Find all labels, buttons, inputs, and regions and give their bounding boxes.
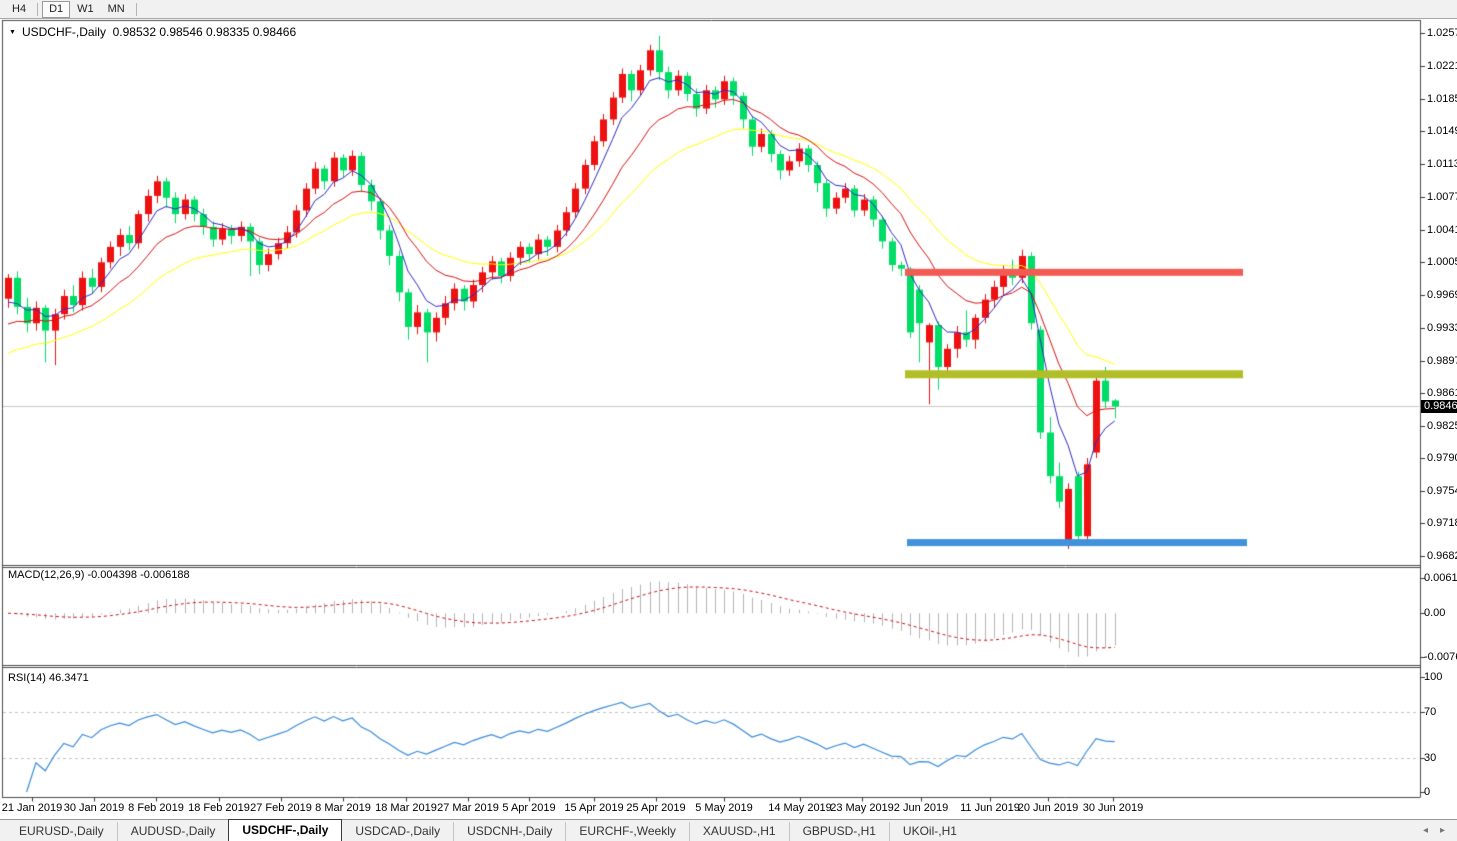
- date-label: 30 Jun 2019: [1082, 802, 1144, 814]
- rsi-tick-label: 30: [1424, 751, 1437, 764]
- tab-scroll-left-icon[interactable]: ◂: [1422, 825, 1428, 836]
- rsi-tick-label: 0: [1424, 786, 1431, 798]
- date-label: 25 Apr 2019: [626, 802, 686, 814]
- price-tick-label: 1.02570: [1427, 27, 1457, 39]
- date-label: 21 Jan 2019: [1, 802, 63, 814]
- chart-tab-xauusd[interactable]: XAUUSD-,H1: [688, 822, 789, 841]
- macd-tick-label: 0.00613: [1424, 572, 1457, 584]
- chart-tab-ukoil[interactable]: UKOil-,H1: [888, 822, 970, 841]
- timeframe-toolbar: H4 D1 W1 MN: [0, 0, 1457, 19]
- chart-tab-usdcad[interactable]: USDCAD-,Daily: [355, 824, 441, 838]
- timeframe-button-d1[interactable]: D1: [42, 0, 71, 18]
- date-label: 18 Mar 2019: [375, 802, 437, 814]
- price-tick-label: 1.01850: [1427, 92, 1457, 105]
- price-tick-label: 1.00770: [1427, 190, 1457, 203]
- date-label: 23 May 2019: [830, 802, 894, 814]
- ohlc-values: 0.98532 0.98546 0.98335 0.98466: [112, 25, 297, 39]
- date-label: 30 Jan 2019: [63, 802, 125, 814]
- date-label: 5 May 2019: [695, 802, 753, 814]
- chart-tab-eurchf[interactable]: EURCHF-,Weekly: [565, 822, 688, 841]
- chart-tabs: EURUSD-,Daily AUDUSD-,Daily USDCHF-,Daily U…: [6, 819, 970, 841]
- rsi-tick-label: 100: [1424, 671, 1443, 683]
- date-label: 14 May 2019: [768, 802, 832, 814]
- symbol-dropdown-icon[interactable]: ▼: [9, 29, 16, 36]
- tab-nav: ◂ ▸: [1423, 820, 1445, 841]
- chart-title: ▼ USDCHF-,Daily 0.98532 0.98546 0.98335 0…: [9, 25, 296, 39]
- date-label: 2 Jun 2019: [893, 802, 949, 814]
- date-label: 27 Mar 2019: [437, 802, 499, 814]
- price-tick-label: 1.02210: [1427, 59, 1457, 72]
- date-label: 18 Feb 2019: [188, 802, 250, 814]
- price-tick-label: 1.01490: [1427, 125, 1457, 138]
- date-label: 5 Apr 2019: [502, 802, 556, 814]
- tab-scroll-right-icon[interactable]: ▸: [1439, 825, 1445, 836]
- price-tick-label: 0.99330: [1427, 321, 1457, 334]
- timeframe-button-h4[interactable]: H4: [12, 2, 27, 15]
- price-tick-label: 0.97900: [1427, 451, 1457, 464]
- date-label: 27 Feb 2019: [250, 802, 312, 814]
- price-tick-label: 0.98610: [1427, 387, 1457, 400]
- chart-tab-gbpusd[interactable]: GBPUSD-,H1: [788, 822, 889, 841]
- price-tick-label: 0.96820: [1427, 550, 1457, 563]
- date-label: 8 Feb 2019: [128, 802, 184, 814]
- rsi-tick-label: 70: [1424, 705, 1437, 718]
- macd-tick-label: -0.00761: [1424, 651, 1457, 663]
- price-tick-label: 1.00410: [1427, 223, 1457, 236]
- macd-tick-label: 0.00: [1424, 607, 1446, 620]
- date-label: 15 Apr 2019: [564, 802, 624, 814]
- chart-tab-usdcnh[interactable]: USDCNH-,Daily: [453, 822, 565, 841]
- chart-tab-usdchf[interactable]: USDCHF-,Daily: [228, 819, 343, 841]
- date-label: 8 Mar 2019: [315, 802, 371, 814]
- chart-tab-audusd[interactable]: AUDUSD-,Daily: [116, 822, 229, 841]
- price-tick-label: 1.01130: [1427, 158, 1457, 171]
- toolbar-separator: [37, 2, 39, 16]
- toolbar-separator: [135, 2, 137, 16]
- symbol-period-label: USDCHF-,Daily: [21, 25, 106, 39]
- price-tick-label: 0.98250: [1427, 420, 1457, 433]
- date-label: 11 Jun 2019: [960, 802, 1020, 814]
- timeframe-button-mn[interactable]: MN: [107, 2, 125, 15]
- price-tick-label: 1.00050: [1427, 256, 1457, 269]
- timeframe-button-w1[interactable]: W1: [77, 2, 94, 15]
- current-price-badge: 0.98466: [1421, 400, 1457, 414]
- price-tick-label: 0.97180: [1427, 517, 1457, 530]
- price-tick-label: 0.98970: [1427, 354, 1457, 367]
- price-tick-label: 0.97540: [1427, 484, 1457, 497]
- price-tick-label: 0.99690: [1427, 289, 1457, 302]
- macd-indicator-label: MACD(12,26,9) -0.004398 -0.006188: [8, 569, 190, 581]
- chart-tab-eurusd[interactable]: EURUSD-,Daily: [19, 824, 104, 838]
- date-label: 20 Jun 2019: [1017, 802, 1079, 814]
- chart-tab-bar: EURUSD-,Daily AUDUSD-,Daily USDCHF-,Daily U…: [0, 819, 1457, 841]
- rsi-indicator-label: RSI(14) 46.3471: [8, 672, 89, 684]
